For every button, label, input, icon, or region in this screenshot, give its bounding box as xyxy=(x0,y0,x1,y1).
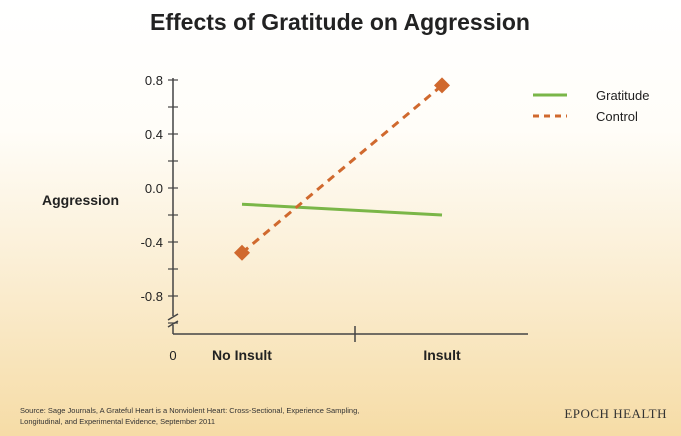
x-category-label: No Insult xyxy=(212,347,272,363)
y-ticks: 0.8 0.4 0.0 -0.4 -0.8 xyxy=(141,73,178,324)
y-tick-label: 0.0 xyxy=(145,181,163,196)
brand-logo: EPOCH HEALTH xyxy=(564,406,667,421)
source-line-1: Source: Sage Journals, A Grateful Heart … xyxy=(20,406,360,415)
y-axis-break-mark-1 xyxy=(167,313,179,321)
axes xyxy=(167,78,528,342)
series-layer xyxy=(234,77,450,261)
y-tick-label: 0.8 xyxy=(145,73,163,88)
y-tick-label: -0.4 xyxy=(141,235,163,250)
series-line-gratitude xyxy=(241,202,443,217)
legend-label-gratitude: Gratitude xyxy=(596,88,649,103)
series-line-control xyxy=(241,84,443,254)
source-line-2: Longitudinal, and Experimental Evidence,… xyxy=(20,417,215,426)
source-note: Source: Sage Journals, A Grateful Heart … xyxy=(20,405,420,427)
x-labels: 0 No Insult Insult xyxy=(169,347,461,363)
data-point-control xyxy=(434,77,450,94)
chart-title: Effects of Gratitude on Aggression xyxy=(150,9,530,35)
x-category-label: Insult xyxy=(423,347,461,363)
y-axis-label: Aggression xyxy=(42,192,119,208)
y-tick-label: -0.8 xyxy=(141,289,163,304)
data-point-control xyxy=(234,244,250,261)
legend: Gratitude Control xyxy=(533,88,649,124)
x-origin-label: 0 xyxy=(169,348,176,363)
legend-label-control: Control xyxy=(596,109,638,124)
y-axis-break-mark-2 xyxy=(167,320,179,328)
y-tick-label: 0.4 xyxy=(145,127,163,142)
